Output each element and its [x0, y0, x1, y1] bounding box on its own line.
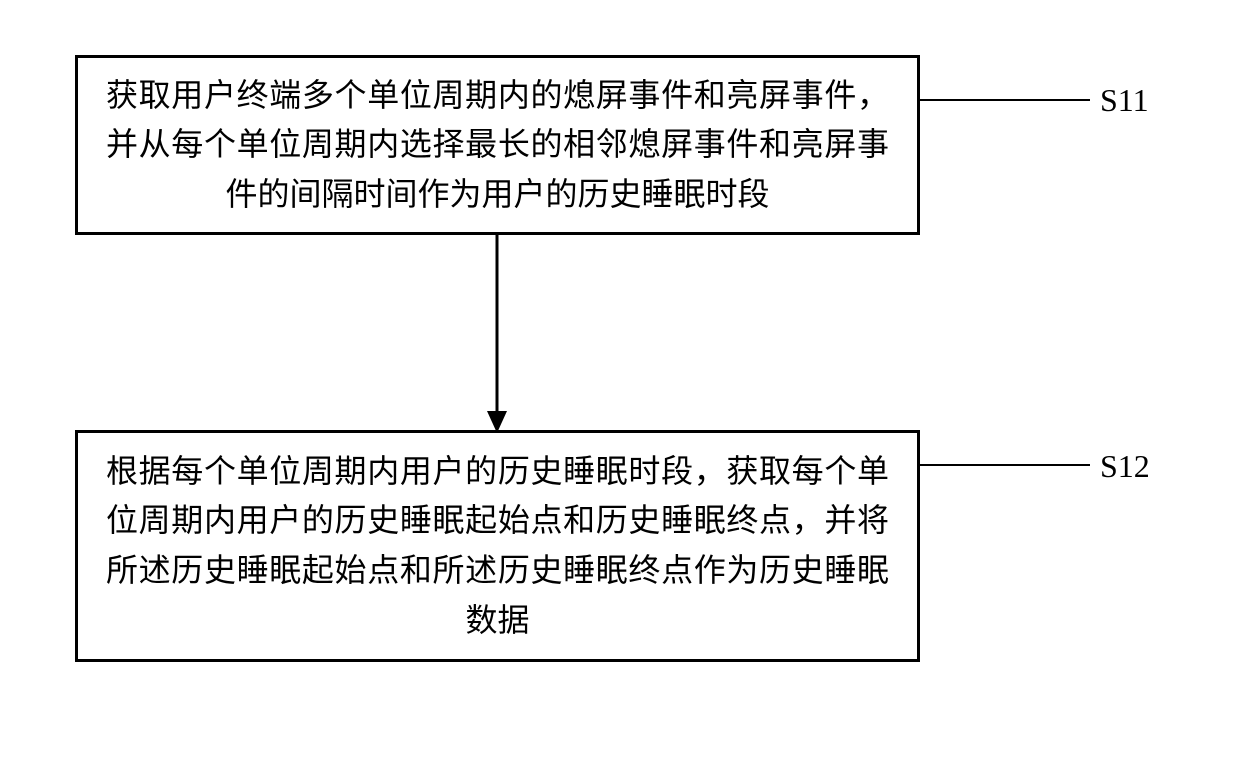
node-s11-text: 获取用户终端多个单位周期内的熄屏事件和亮屏事件，并从每个单位周期内选择最长的相邻…	[106, 71, 889, 220]
label-s12: S12	[1100, 448, 1150, 485]
connector-line-s12	[920, 464, 1090, 466]
connector-line-s11	[920, 99, 1090, 101]
flowchart-container: 获取用户终端多个单位周期内的熄屏事件和亮屏事件，并从每个单位周期内选择最长的相邻…	[0, 30, 1240, 763]
node-s12-text: 根据每个单位周期内用户的历史睡眠时段，获取每个单位周期内用户的历史睡眠起始点和历…	[106, 447, 889, 645]
flowchart-node-s12: 根据每个单位周期内用户的历史睡眠时段，获取每个单位周期内用户的历史睡眠起始点和历…	[75, 430, 920, 662]
flow-arrow	[480, 235, 514, 435]
flowchart-node-s11: 获取用户终端多个单位周期内的熄屏事件和亮屏事件，并从每个单位周期内选择最长的相邻…	[75, 55, 920, 235]
label-s11: S11	[1100, 82, 1149, 119]
